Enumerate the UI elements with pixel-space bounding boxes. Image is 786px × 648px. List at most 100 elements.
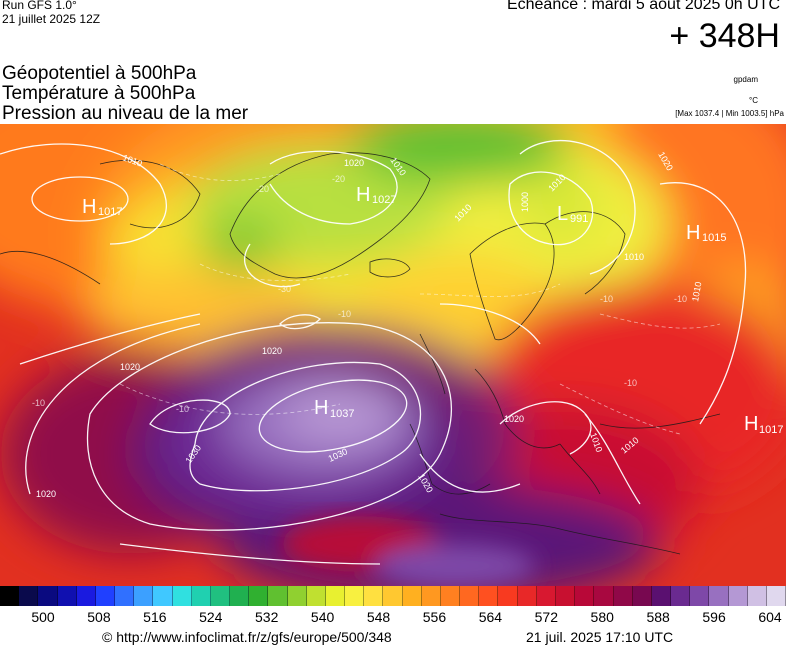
svg-text:991: 991: [570, 213, 588, 225]
title-pressure: Pression au niveau de la mer: [2, 103, 249, 124]
pressure-center-2: H 1027: [356, 184, 396, 206]
color-scale-tick: 548: [366, 609, 391, 625]
title-geopotential: Géopotentiel à 500hPa: [2, 63, 197, 84]
svg-text:1020: 1020: [120, 362, 140, 372]
svg-text:1037: 1037: [330, 408, 354, 420]
svg-text:1020: 1020: [344, 158, 364, 168]
color-swatch: [249, 586, 269, 606]
forecast-map[interactable]: H 1017 H 1027 L 991 H 1015 H 1037 H 1017…: [0, 124, 786, 586]
pressure-center-5: H 1037: [314, 397, 354, 420]
temperature-value-labels: -20 -20 -30 -10 -10 -10 -10 -10 -10: [32, 174, 687, 414]
color-swatch: [115, 586, 135, 606]
svg-text:H: H: [356, 184, 370, 206]
color-swatch: [268, 586, 288, 606]
color-swatch: [594, 586, 614, 606]
svg-text:H: H: [314, 397, 328, 419]
svg-text:H: H: [744, 413, 758, 435]
color-swatch: [57, 586, 77, 606]
svg-text:-30: -30: [278, 284, 291, 294]
generation-date: 21 juil. 2025 17:10 UTC: [526, 629, 674, 645]
temperature-isotherms: [119, 163, 721, 435]
color-swatch: [210, 586, 231, 606]
color-swatch: [76, 586, 96, 606]
forecast-hour-label: + 348H: [669, 17, 780, 55]
color-swatch: [306, 586, 326, 606]
color-scale-tick: 564: [478, 609, 503, 625]
valid-time-label: Echéance : mardi 5 aout 2025 0h UTC: [506, 0, 780, 13]
color-swatch: [287, 586, 307, 606]
color-swatch: [671, 586, 691, 606]
color-swatch: [536, 586, 556, 606]
color-scale-tick: 604: [758, 609, 782, 625]
svg-text:1015: 1015: [702, 232, 726, 244]
color-scale-tick: 508: [87, 609, 111, 625]
color-swatch: [402, 586, 422, 606]
color-swatch: [421, 586, 441, 606]
color-scale-tick: 532: [255, 609, 279, 625]
svg-text:1017: 1017: [759, 424, 783, 436]
color-scale-tick: 500: [31, 609, 55, 625]
model-run-label: Run GFS 1.0°: [2, 0, 77, 12]
color-swatch: [0, 586, 20, 606]
color-scale-bar: [0, 586, 786, 606]
svg-text:H: H: [686, 222, 700, 244]
color-swatch: [728, 586, 748, 606]
color-scale-tick: 588: [646, 609, 670, 625]
svg-text:1027: 1027: [372, 194, 396, 206]
color-swatch: [230, 586, 250, 606]
color-swatch: [709, 586, 729, 606]
color-swatch: [517, 586, 537, 606]
color-swatch: [575, 586, 595, 606]
run-date-label: 21 juillet 2025 12Z: [2, 12, 101, 26]
color-scale-tick: 524: [199, 609, 223, 625]
color-swatch: [19, 586, 39, 606]
color-scale-tick: 580: [590, 609, 614, 625]
pressure-center-3: L 991: [557, 203, 588, 225]
isobars: [0, 140, 747, 565]
color-swatch: [555, 586, 576, 606]
svg-text:-20: -20: [256, 184, 269, 194]
color-swatch: [613, 586, 633, 606]
title-temperature: Température à 500hPa: [2, 83, 196, 104]
svg-text:1020: 1020: [504, 414, 524, 424]
color-swatch: [364, 586, 384, 606]
color-swatch: [38, 586, 58, 606]
svg-text:1000: 1000: [520, 192, 530, 212]
svg-text:-10: -10: [32, 398, 45, 408]
color-swatch: [325, 586, 346, 606]
source-url[interactable]: © http://www.infoclimat.fr/z/gfs/europe/…: [102, 629, 392, 645]
svg-text:-20: -20: [332, 174, 345, 184]
svg-text:-10: -10: [338, 309, 351, 319]
color-scale-ticks: 500 508 516 524 532 540 548 556 564 572 580 588 596 6…: [0, 609, 786, 627]
color-swatch: [479, 586, 499, 606]
color-scale-tick: 540: [310, 609, 335, 625]
unit-gpdam-label: gpdam: [733, 75, 758, 84]
color-swatch: [191, 586, 211, 606]
color-scale-tick: 572: [534, 609, 558, 625]
color-swatch: [383, 586, 403, 606]
color-swatch: [632, 586, 652, 606]
svg-text:1020: 1020: [262, 346, 282, 356]
geopotential-field: [0, 124, 786, 586]
svg-text:H: H: [82, 196, 96, 218]
color-scale-tick: 556: [422, 609, 447, 625]
coastlines: [0, 152, 721, 555]
svg-text:1020: 1020: [36, 489, 56, 499]
pressure-center-6: H 1017: [744, 413, 783, 436]
color-swatch: [134, 586, 154, 606]
color-swatch: [651, 586, 672, 606]
color-swatch: [460, 586, 480, 606]
pressure-center-4: H 1015: [686, 222, 726, 244]
color-swatch: [172, 586, 192, 606]
svg-text:-10: -10: [624, 378, 637, 388]
color-swatch: [498, 586, 518, 606]
svg-text:-10: -10: [176, 404, 189, 414]
pressure-center-1: H 1017: [82, 196, 122, 218]
svg-text:-10: -10: [674, 294, 687, 304]
color-swatch: [747, 586, 767, 606]
unit-degc-label: °C: [749, 96, 758, 105]
svg-text:1010: 1010: [690, 281, 703, 302]
color-swatch: [766, 586, 786, 606]
svg-text:1010: 1010: [624, 252, 644, 262]
pressure-minmax-label: [Max 1037.4 | Min 1003.5] hPa: [675, 109, 784, 118]
